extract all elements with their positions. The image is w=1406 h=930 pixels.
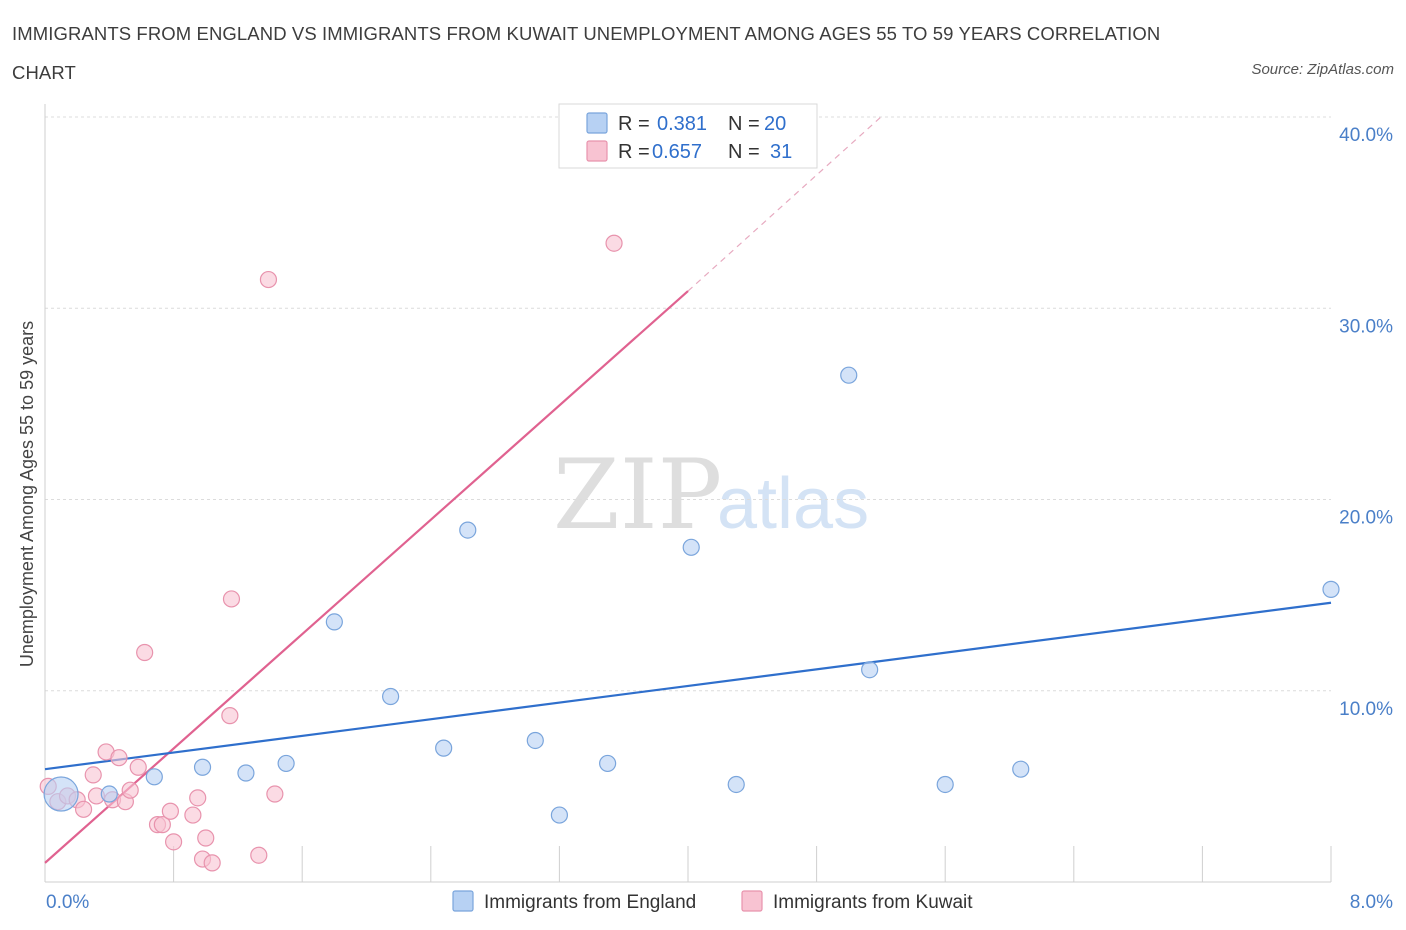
england-trend-line (44, 601, 1332, 771)
england-point-3 (193, 758, 212, 776)
england-point-6 (325, 613, 343, 631)
bottom-legend-england-swatch (452, 890, 474, 912)
england-point-4 (237, 764, 255, 782)
england-point-16 (861, 661, 879, 679)
england-point-18 (1012, 760, 1030, 778)
x-axis-ticks (173, 846, 1332, 882)
kuwait-point-19 (189, 789, 207, 807)
legend-england-r-value: 0.381 (657, 113, 707, 135)
kuwait-point-22 (203, 854, 221, 872)
england-point-12 (599, 754, 617, 773)
bottom-legend-kuwait-swatch (741, 890, 763, 912)
series-legend: Immigrants from England Immigrants from … (452, 890, 973, 913)
england-point-19 (1322, 580, 1340, 598)
england-point-15 (840, 366, 858, 384)
y-tick-label-40: 40.0% (1339, 125, 1393, 146)
kuwait-point-13 (136, 643, 154, 662)
legend-england-n-value: 20 (764, 113, 786, 135)
england-point-5 (277, 754, 295, 773)
england-point-0 (43, 776, 79, 812)
kuwait-point-9 (110, 749, 128, 767)
bottom-legend-kuwait-label: Immigrants from Kuwait (773, 892, 973, 913)
y-axis-label: Unemployment Among Ages 55 to 59 years (17, 321, 37, 667)
kuwait-point-18 (184, 806, 202, 824)
kuwait-point-28 (605, 234, 623, 252)
y-tick-label-10: 10.0% (1339, 699, 1393, 720)
x-tick-label-max: 8.0% (1350, 892, 1393, 913)
legend-england-n-label: N = (728, 113, 760, 135)
kuwait-point-15 (153, 816, 171, 834)
kuwait-point-24 (222, 590, 241, 608)
kuwait-point-12 (129, 758, 147, 776)
bottom-legend-england-label: Immigrants from England (484, 892, 696, 913)
legend-kuwait-r-value: 0.657 (652, 141, 702, 163)
kuwait-point-5 (84, 766, 102, 784)
england-point-11 (550, 806, 569, 824)
kuwait-trend-line (44, 290, 689, 864)
kuwait-point-16 (161, 802, 179, 820)
y-tick-label-30: 30.0% (1339, 316, 1393, 337)
england-point-10 (526, 731, 544, 750)
kuwait-point-4 (74, 800, 93, 818)
kuwait-point-21 (197, 829, 215, 847)
england-point-7 (382, 687, 400, 706)
england-point-1 (100, 785, 118, 803)
y-tick-label-20: 20.0% (1339, 508, 1393, 529)
trend-lines (44, 116, 1332, 864)
x-tick-label-min: 0.0% (46, 892, 89, 913)
england-point-14 (727, 775, 745, 794)
kuwait-point-26 (259, 270, 278, 289)
legend-kuwait-swatch (586, 140, 608, 162)
source-label: Source: ZipAtlas.com (1251, 61, 1394, 78)
england-point-13 (682, 538, 700, 556)
england-points (43, 366, 1340, 824)
chart-title: IMMIGRANTS FROM ENGLAND VS IMMIGRANTS FR… (12, 23, 1161, 83)
y-tick-labels: 10.0% 20.0% 30.0% 40.0% (1339, 125, 1393, 720)
kuwait-points (39, 234, 623, 872)
watermark-zip: ZIP (553, 439, 722, 551)
legend-kuwait-r-label: R = (618, 141, 650, 163)
legend-kuwait-n-value: 31 (770, 141, 792, 163)
england-point-8 (435, 739, 453, 757)
correlation-legend: R = 0.381 N = 20 R = 0.657 N = 31 (558, 103, 818, 169)
england-point-17 (936, 775, 954, 794)
watermark-atlas: atlas (717, 464, 869, 544)
kuwait-point-11 (121, 781, 139, 799)
legend-england-r-label: R = (618, 113, 650, 135)
kuwait-point-17 (165, 833, 183, 851)
grid-lines (45, 116, 1331, 692)
legend-kuwait-n-label: N = (728, 141, 760, 163)
kuwait-point-25 (250, 846, 268, 864)
kuwait-point-27 (266, 785, 284, 803)
kuwait-point-23 (221, 707, 239, 725)
england-point-9 (459, 521, 477, 539)
legend-england-swatch (586, 112, 608, 134)
england-point-2 (145, 768, 163, 786)
